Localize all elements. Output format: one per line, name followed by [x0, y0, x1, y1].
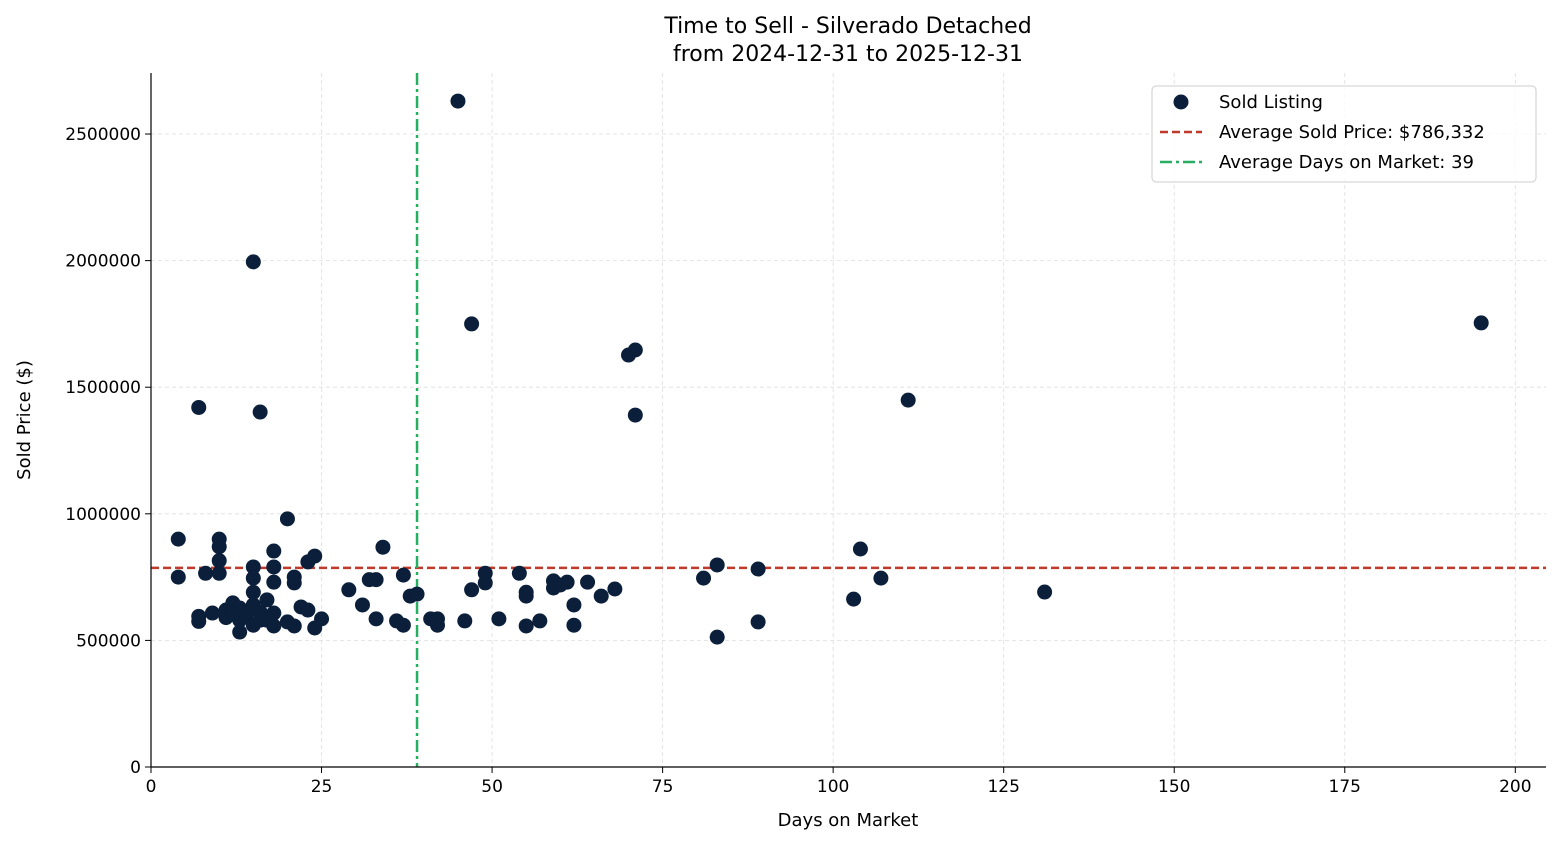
data-point — [300, 602, 316, 618]
y-tick-label: 0 — [130, 758, 141, 778]
data-point — [307, 548, 323, 564]
data-point — [464, 582, 480, 598]
x-tick-label: 200 — [1499, 777, 1531, 797]
data-point — [430, 617, 446, 633]
axes — [145, 73, 1546, 773]
data-point — [266, 543, 282, 559]
data-point — [491, 611, 507, 627]
x-tick-label: 0 — [146, 777, 157, 797]
data-point — [566, 617, 582, 633]
data-point — [252, 404, 268, 420]
y-tick-label: 500000 — [76, 631, 141, 651]
data-point — [627, 342, 643, 358]
data-point — [286, 575, 302, 591]
data-point — [266, 559, 282, 575]
data-point — [245, 570, 261, 586]
data-point — [457, 613, 473, 629]
x-tick-label: 175 — [1329, 777, 1361, 797]
reference-lines — [151, 73, 1546, 767]
data-points — [170, 93, 1489, 645]
data-point — [846, 591, 862, 607]
data-point — [852, 541, 868, 557]
data-point — [341, 582, 357, 598]
data-point — [696, 570, 712, 586]
data-point — [518, 588, 534, 604]
data-point — [266, 574, 282, 590]
data-point — [191, 613, 207, 629]
x-tick-label: 75 — [652, 777, 674, 797]
y-tick-label: 1500000 — [65, 378, 141, 398]
data-point — [900, 392, 916, 408]
data-point — [477, 575, 493, 591]
data-point — [211, 565, 227, 581]
data-point — [266, 618, 282, 634]
data-point — [750, 561, 766, 577]
x-tick-label: 25 — [311, 777, 333, 797]
tick-labels: 0 25 50 75 100 125 150 175 200 0 500000 1000000 1500… — [65, 125, 1531, 797]
data-point — [211, 553, 227, 569]
data-point — [170, 531, 186, 547]
data-point — [170, 569, 186, 585]
data-point — [709, 629, 725, 645]
legend-box — [1151, 85, 1537, 183]
data-point — [627, 407, 643, 423]
x-tick-label: 50 — [481, 777, 503, 797]
data-point — [409, 586, 425, 602]
data-point — [566, 597, 582, 613]
chart-title: Time to Sell - Silverado Detached — [663, 14, 1031, 39]
data-point — [266, 605, 282, 621]
data-point — [211, 539, 227, 555]
legend-marker-sold — [1173, 94, 1189, 110]
legend-label-avg-price: Average Sold Price: $786,332 — [1219, 122, 1485, 143]
legend-label-avg-days: Average Days on Market: 39 — [1219, 152, 1474, 173]
data-point — [559, 574, 575, 590]
data-point — [245, 584, 261, 600]
y-axis-label: Sold Price ($) — [14, 360, 35, 480]
data-point — [245, 254, 261, 270]
data-point — [518, 618, 534, 634]
data-point — [709, 557, 725, 573]
data-point — [368, 572, 384, 588]
x-tick-label: 100 — [817, 777, 849, 797]
x-axis-label: Days on Market — [778, 810, 919, 831]
data-point — [198, 565, 214, 581]
data-point — [395, 567, 411, 583]
data-point — [450, 93, 466, 109]
data-point — [279, 511, 295, 527]
data-point — [368, 611, 384, 627]
data-point — [532, 613, 548, 629]
data-point — [593, 588, 609, 604]
data-point — [286, 618, 302, 634]
y-tick-label: 2500000 — [65, 125, 141, 145]
data-point — [259, 592, 275, 608]
y-tick-label: 2000000 — [65, 252, 141, 272]
chart-subtitle: from 2024-12-31 to 2025-12-31 — [673, 42, 1023, 67]
data-point — [191, 399, 207, 415]
data-point — [314, 611, 330, 627]
data-point — [354, 597, 370, 613]
legend-label-sold: Sold Listing — [1219, 92, 1323, 113]
legend: Sold Listing Average Sold Price: $786,33… — [1151, 85, 1537, 183]
data-point — [375, 539, 391, 555]
x-tick-label: 125 — [987, 777, 1019, 797]
data-point — [232, 624, 248, 640]
data-point — [395, 617, 411, 633]
data-point — [511, 565, 527, 581]
data-point — [1473, 315, 1489, 331]
x-tick-label: 150 — [1158, 777, 1190, 797]
data-point — [580, 574, 596, 590]
data-point — [873, 570, 889, 586]
data-point — [464, 316, 480, 332]
data-point — [607, 581, 623, 597]
y-tick-label: 1000000 — [65, 505, 141, 525]
data-point — [750, 614, 766, 630]
data-point — [245, 559, 261, 575]
data-point — [1037, 584, 1053, 600]
data-point — [204, 605, 220, 621]
